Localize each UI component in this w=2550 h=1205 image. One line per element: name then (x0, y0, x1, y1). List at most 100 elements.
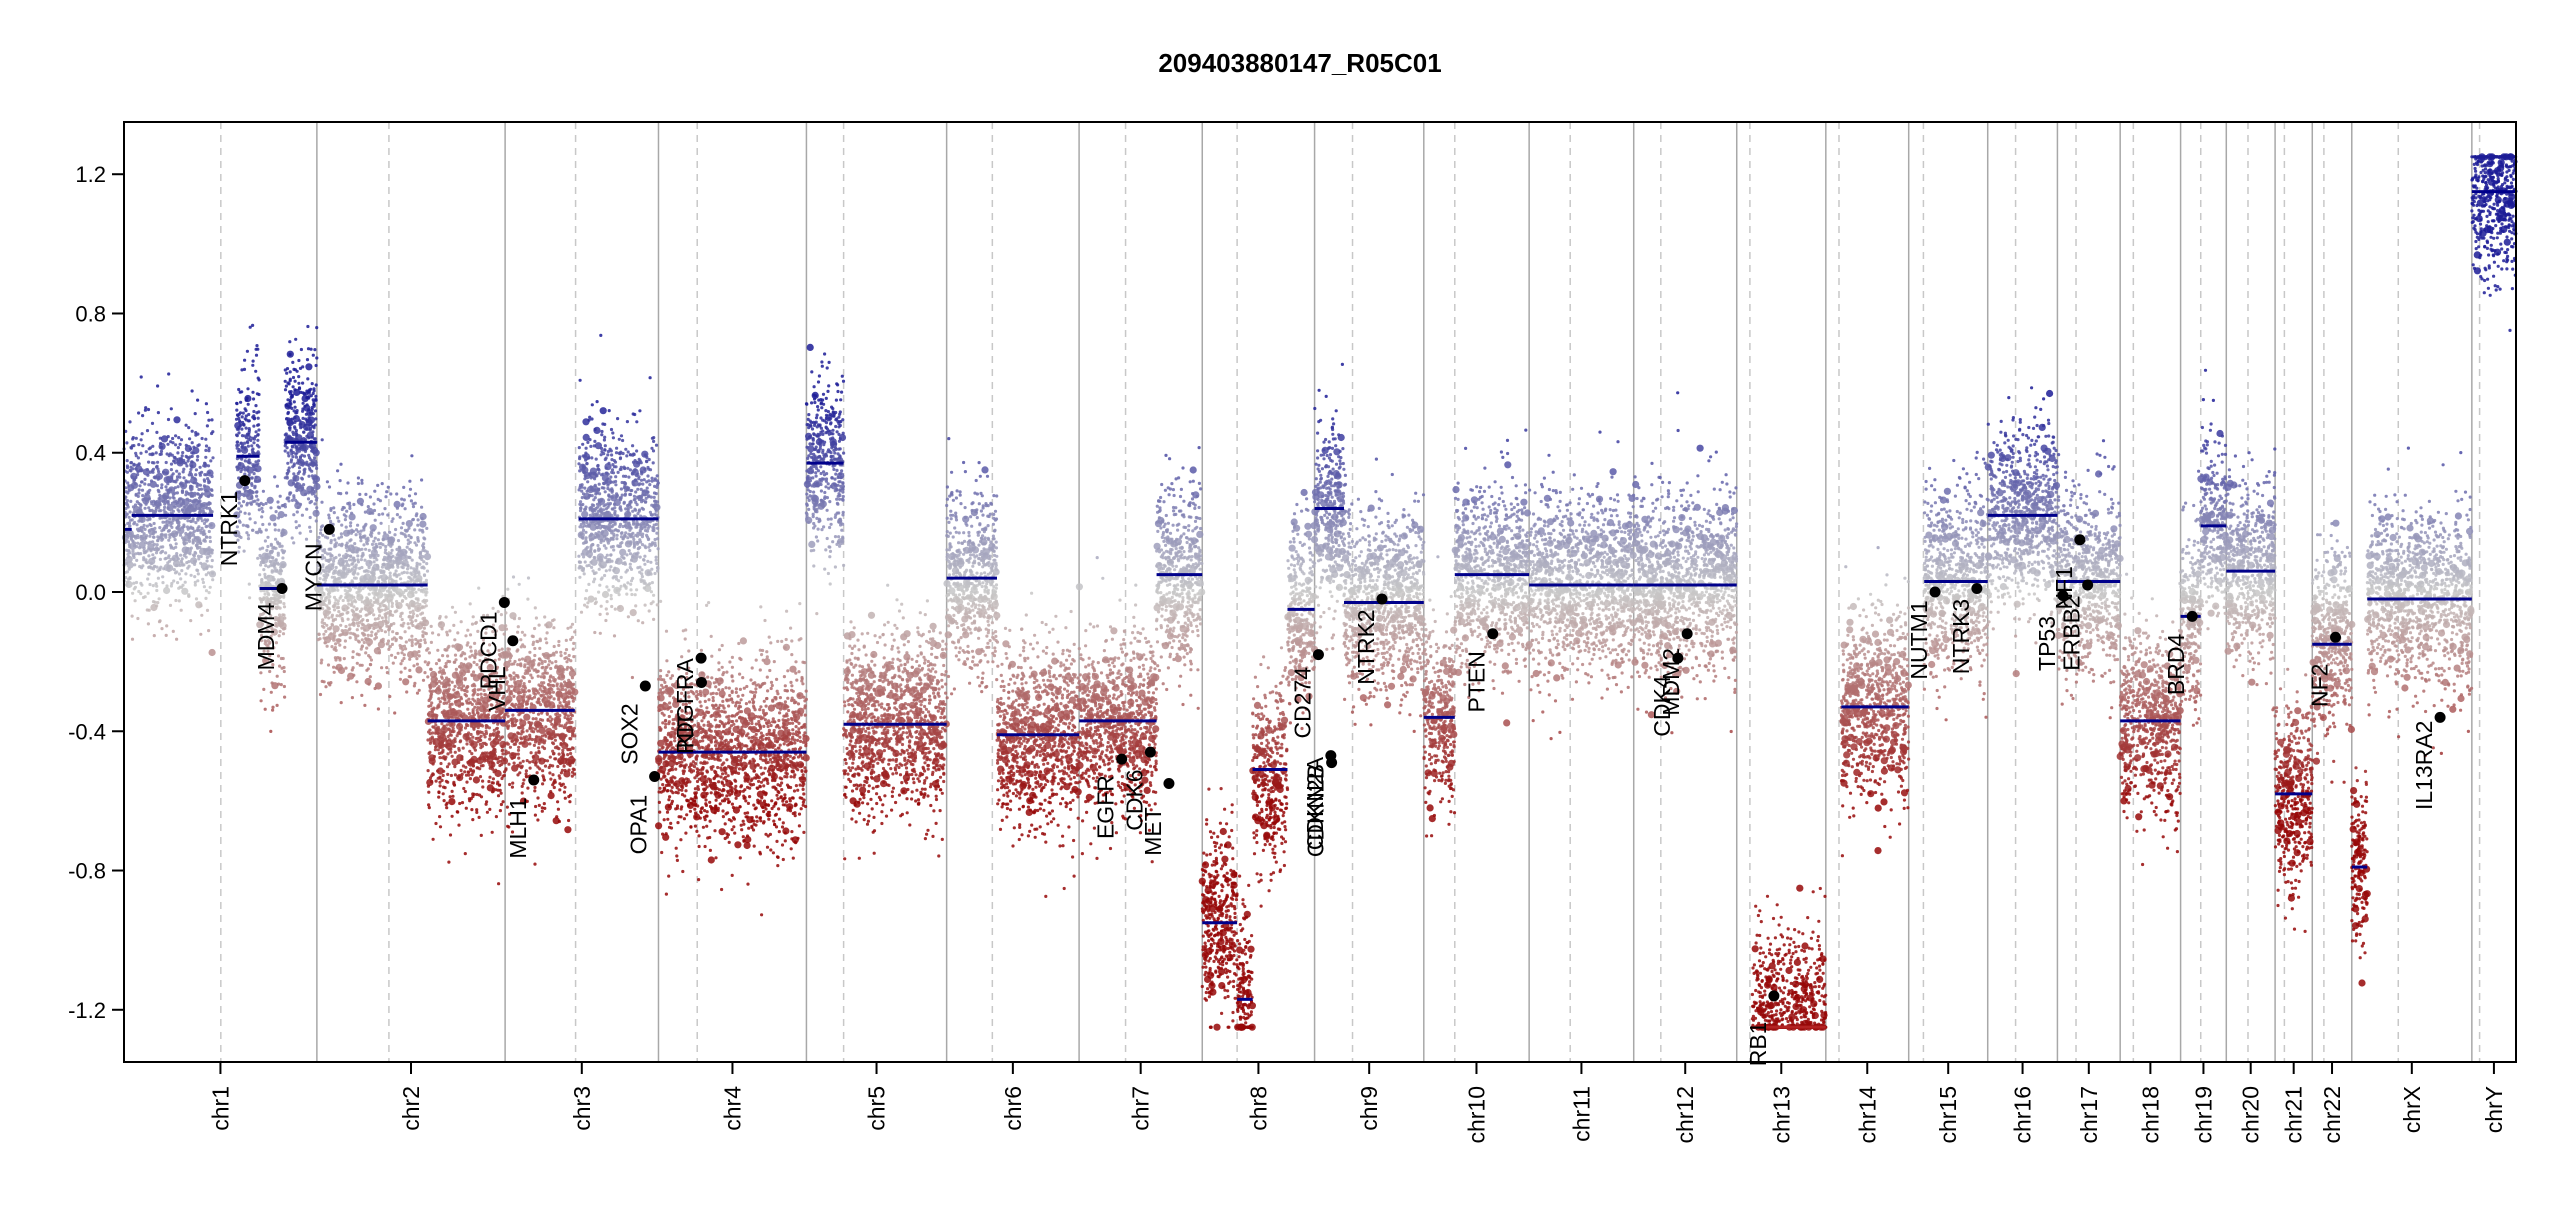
probe-point (414, 502, 417, 505)
probe-point (530, 697, 533, 700)
probe-point (469, 646, 472, 649)
probe-point (201, 578, 204, 581)
probe-point (337, 492, 340, 495)
probe-point (273, 475, 276, 478)
probe-point (299, 391, 302, 394)
probe-point (373, 509, 376, 512)
probe-point (198, 499, 201, 502)
probe-point (434, 673, 437, 676)
probe-point (252, 417, 255, 420)
probe-point (245, 397, 248, 400)
probe-point (462, 712, 465, 715)
probe-point (181, 451, 184, 454)
probe-point (391, 630, 394, 633)
probe-point (387, 648, 390, 651)
probe-point (235, 444, 238, 447)
probe-point (356, 572, 359, 575)
probe-point (445, 615, 448, 618)
probe-point (412, 505, 415, 508)
probe-point (518, 771, 521, 774)
probe-point (150, 604, 157, 611)
probe-point (165, 496, 168, 499)
probe-point (255, 480, 258, 483)
probe-point (520, 766, 523, 769)
probe-point (447, 861, 450, 864)
probe-point (422, 679, 425, 682)
probe-point (369, 511, 372, 514)
probe-point (489, 751, 492, 754)
probe-point (396, 513, 399, 516)
probe-point (545, 666, 548, 669)
probe-point (131, 486, 134, 489)
probe-point (470, 650, 473, 653)
probe-point (276, 541, 279, 544)
probe-point (386, 513, 389, 516)
probe-point (265, 549, 268, 552)
probe-point (179, 586, 182, 589)
probe-point (190, 465, 193, 468)
probe-point (537, 713, 540, 716)
probe-point (421, 617, 424, 620)
probe-point (358, 548, 361, 551)
probe-point (352, 618, 355, 621)
probe-point (516, 764, 519, 767)
probe-point (255, 476, 258, 479)
probe-point (420, 478, 423, 481)
probe-point (449, 795, 452, 798)
probe-point (363, 704, 366, 707)
probe-point (566, 721, 569, 724)
probe-point (294, 338, 297, 341)
probe-point (464, 657, 467, 660)
probe-point (169, 488, 172, 491)
probe-point (349, 513, 356, 520)
probe-point (572, 768, 575, 771)
probe-point (171, 454, 174, 457)
probe-point (465, 737, 468, 740)
probe-point (190, 500, 193, 503)
probe-point (207, 629, 210, 632)
probe-point (369, 578, 372, 581)
probe-point (152, 461, 155, 464)
probe-point (333, 538, 336, 541)
probe-point (416, 692, 419, 695)
probe-point (300, 348, 303, 351)
probe-point (428, 806, 431, 809)
probe-point (530, 730, 533, 733)
probe-point (573, 630, 576, 633)
probe-point (384, 548, 387, 551)
probe-point (358, 567, 361, 570)
probe-point (571, 714, 574, 717)
probe-point (556, 800, 559, 803)
probe-point (344, 589, 347, 592)
probe-point (341, 574, 344, 577)
probe-point (270, 560, 277, 567)
probe-point (569, 638, 572, 641)
probe-point (456, 631, 459, 634)
probe-point (436, 649, 439, 652)
probe-point (567, 769, 570, 772)
probe-point (204, 540, 207, 543)
probe-point (549, 790, 552, 793)
probe-point (527, 576, 530, 579)
probe-point (252, 397, 255, 400)
probe-point (315, 506, 318, 509)
probe-point (189, 485, 192, 488)
probe-point (147, 622, 150, 625)
probe-point (370, 524, 377, 531)
probe-point (181, 454, 184, 457)
probe-point (319, 693, 322, 696)
probe-point (186, 456, 189, 459)
probe-point (270, 691, 273, 694)
probe-point (348, 627, 351, 630)
probe-point (410, 573, 413, 576)
probe-point (207, 503, 210, 506)
probe-point (393, 533, 396, 536)
probe-point (408, 675, 411, 678)
probe-point (137, 495, 140, 498)
probe-point (572, 642, 575, 645)
probe-point (237, 417, 240, 420)
probe-point (165, 557, 168, 560)
probe-point (211, 430, 214, 433)
probe-point (334, 556, 337, 559)
probe-point (506, 647, 509, 650)
